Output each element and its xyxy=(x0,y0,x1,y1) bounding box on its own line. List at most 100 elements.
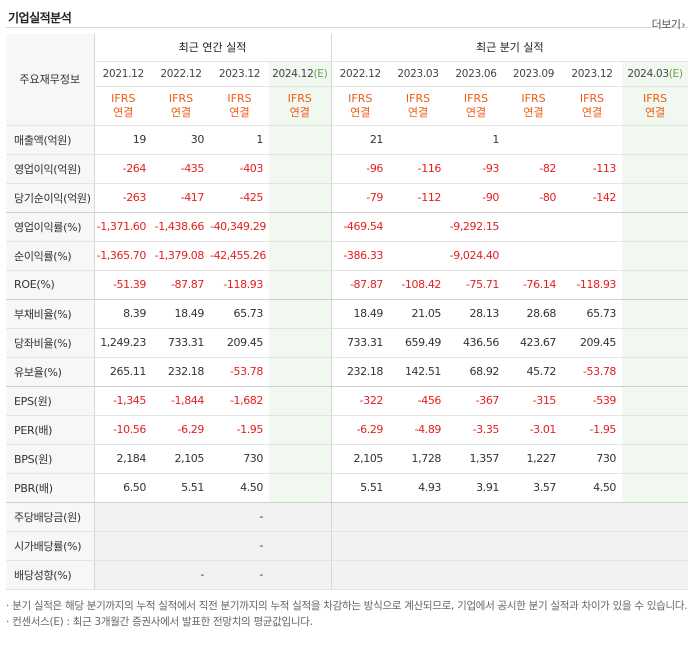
quarterly-value-cell: -112 xyxy=(389,183,448,213)
ifrs-label: IFRS xyxy=(227,91,252,105)
quarterly-value-cell: -456 xyxy=(389,386,448,416)
quarterly-value-cell xyxy=(447,560,506,590)
table-head: 주요재무정보 최근 연간 실적 최근 분기 실적 2021.12 2022.12 2… xyxy=(6,34,689,126)
row-label: 시가배당률(%) xyxy=(6,531,95,561)
table-row: BPS(원) 2,184 2,105 730 2,105 1,728 1,357 1,227 7… xyxy=(6,444,689,474)
period-label: 2021.12 xyxy=(102,67,145,80)
quarterly-period-0: 2022.12 xyxy=(331,61,390,87)
quarterly-value-cell: 5.51 xyxy=(331,473,390,503)
quarterly-value-cell: -82 xyxy=(505,154,563,184)
quarterly-value-cell: -53.78 xyxy=(562,357,623,387)
annual-value-cell: -118.93 xyxy=(210,270,269,300)
footnotes: · 분기 실적은 해당 분기까지의 누적 실적에서 직전 분기까지의 누적 실적… xyxy=(6,598,688,630)
quarterly-ifrs-3: IFRS 연결 xyxy=(505,86,563,126)
quarterly-ifrs-2: IFRS 연결 xyxy=(447,86,506,126)
quarterly-value-cell: 659.49 xyxy=(389,328,448,358)
consolidated-label: 연결 xyxy=(407,105,429,119)
annual-value-cell: 6.50 xyxy=(94,473,152,503)
quarterly-value-cell: 65.73 xyxy=(562,299,623,329)
annual-value-cell: - xyxy=(152,560,210,590)
annual-value-cell xyxy=(94,502,152,532)
ifrs-label: IFRS xyxy=(521,91,546,105)
annual-value-cell xyxy=(269,386,332,416)
quarterly-value-cell xyxy=(331,502,390,532)
annual-value-cell: -1,682 xyxy=(210,386,269,416)
period-header-row: 2021.12 2022.12 2023.12 2024.12(E) 2022.12 20… xyxy=(6,61,689,87)
quarterly-value-cell xyxy=(389,212,448,242)
quarterly-value-cell xyxy=(622,415,689,445)
period-label: 2023.09 xyxy=(512,67,555,80)
quarterly-value-cell xyxy=(622,357,689,387)
row-label: 배당성향(%) xyxy=(6,560,95,590)
ifrs-header-row: IFRS 연결 IFRS 연결 IFRS 연결 IFRS 연결 IFRS 연결 IFRS 연결 IFRS… xyxy=(6,86,689,126)
quarterly-value-cell: -367 xyxy=(447,386,506,416)
quarterly-value-cell: -87.87 xyxy=(331,270,390,300)
annual-value-cell xyxy=(269,328,332,358)
annual-group-header: 최근 연간 실적 xyxy=(94,34,332,62)
annual-value-cell: -40,349.29 xyxy=(210,212,269,242)
quarterly-value-cell xyxy=(505,212,563,242)
annual-period-3: 2024.12(E) xyxy=(269,61,332,87)
quarterly-value-cell: 28.68 xyxy=(505,299,563,329)
table-row: PBR(배) 6.50 5.51 4.50 5.51 4.93 3.91 3.57 4.50 xyxy=(6,473,689,503)
annual-value-cell: 65.73 xyxy=(210,299,269,329)
annual-value-cell: 1 xyxy=(210,125,269,155)
quarterly-ifrs-0: IFRS 연결 xyxy=(331,86,390,126)
quarterly-value-cell: -3.01 xyxy=(505,415,563,445)
quarterly-value-cell xyxy=(562,560,623,590)
table-row: 배당성향(%) - - xyxy=(6,560,689,590)
quarterly-value-cell: -469.54 xyxy=(331,212,390,242)
quarterly-value-cell: 68.92 xyxy=(447,357,506,387)
table-row: EPS(원) -1,345 -1,844 -1,682 -322 -456 -367 -315… xyxy=(6,386,689,416)
quarterly-value-cell xyxy=(622,444,689,474)
row-label: 유보율(%) xyxy=(6,357,95,387)
annual-value-cell: 265.11 xyxy=(94,357,152,387)
quarterly-value-cell xyxy=(505,502,563,532)
annual-value-cell: -417 xyxy=(152,183,210,213)
quarterly-value-cell xyxy=(562,125,623,155)
financial-table: 주요재무정보 최근 연간 실적 최근 분기 실적 2021.12 2022.12 2… xyxy=(6,34,689,590)
annual-value-cell: 30 xyxy=(152,125,210,155)
row-label: 당좌비율(%) xyxy=(6,328,95,358)
table-row: 당좌비율(%) 1,249.23 733.31 209.45 733.31 659.49 4… xyxy=(6,328,689,358)
estimate-mark: (E) xyxy=(668,67,683,80)
table-row: 유보율(%) 265.11 232.18 -53.78 232.18 142.51 68.9… xyxy=(6,357,689,387)
ifrs-label: IFRS xyxy=(642,91,668,105)
quarterly-value-cell: -116 xyxy=(389,154,448,184)
annual-value-cell: 733.31 xyxy=(152,328,210,358)
quarterly-period-4: 2023.12 xyxy=(562,61,623,87)
annual-value-cell: -87.87 xyxy=(152,270,210,300)
quarterly-value-cell xyxy=(447,502,506,532)
quarterly-period-3: 2023.09 xyxy=(505,61,563,87)
quarterly-value-cell: 423.67 xyxy=(505,328,563,358)
quarterly-value-cell xyxy=(562,212,623,242)
quarterly-value-cell: 4.93 xyxy=(389,473,448,503)
quarterly-ifrs-1: IFRS 연결 xyxy=(389,86,448,126)
annual-value-cell: 730 xyxy=(210,444,269,474)
table-row: ROE(%) -51.39 -87.87 -118.93 -87.87 -108.42 -7… xyxy=(6,270,689,300)
annual-value-cell: -264 xyxy=(94,154,152,184)
quarterly-value-cell: 3.91 xyxy=(447,473,506,503)
quarterly-value-cell: 1 xyxy=(447,125,506,155)
row-label: PBR(배) xyxy=(6,473,95,503)
more-link[interactable]: 더보기› xyxy=(652,16,686,32)
ifrs-label: IFRS xyxy=(111,91,136,105)
annual-value-cell: 8.39 xyxy=(94,299,152,329)
table-row: 매출액(억원) 19 30 1 21 1 xyxy=(6,125,689,155)
row-label: 영업이익(억원) xyxy=(6,154,95,184)
quarterly-value-cell xyxy=(622,154,689,184)
quarterly-value-cell xyxy=(389,241,448,271)
consolidated-label: 연결 xyxy=(170,105,192,119)
annual-value-cell xyxy=(152,502,210,532)
row-label: 당기순이익(억원) xyxy=(6,183,95,213)
annual-value-cell xyxy=(94,531,152,561)
quarterly-value-cell: -93 xyxy=(447,154,506,184)
annual-value-cell xyxy=(269,473,332,503)
quarterly-value-cell xyxy=(505,125,563,155)
annual-value-cell: -10.56 xyxy=(94,415,152,445)
quarterly-value-cell: -142 xyxy=(562,183,623,213)
annual-value-cell: -425 xyxy=(210,183,269,213)
quarterly-value-cell: 1,357 xyxy=(447,444,506,474)
annual-value-cell: -403 xyxy=(210,154,269,184)
title-divider xyxy=(6,27,688,28)
